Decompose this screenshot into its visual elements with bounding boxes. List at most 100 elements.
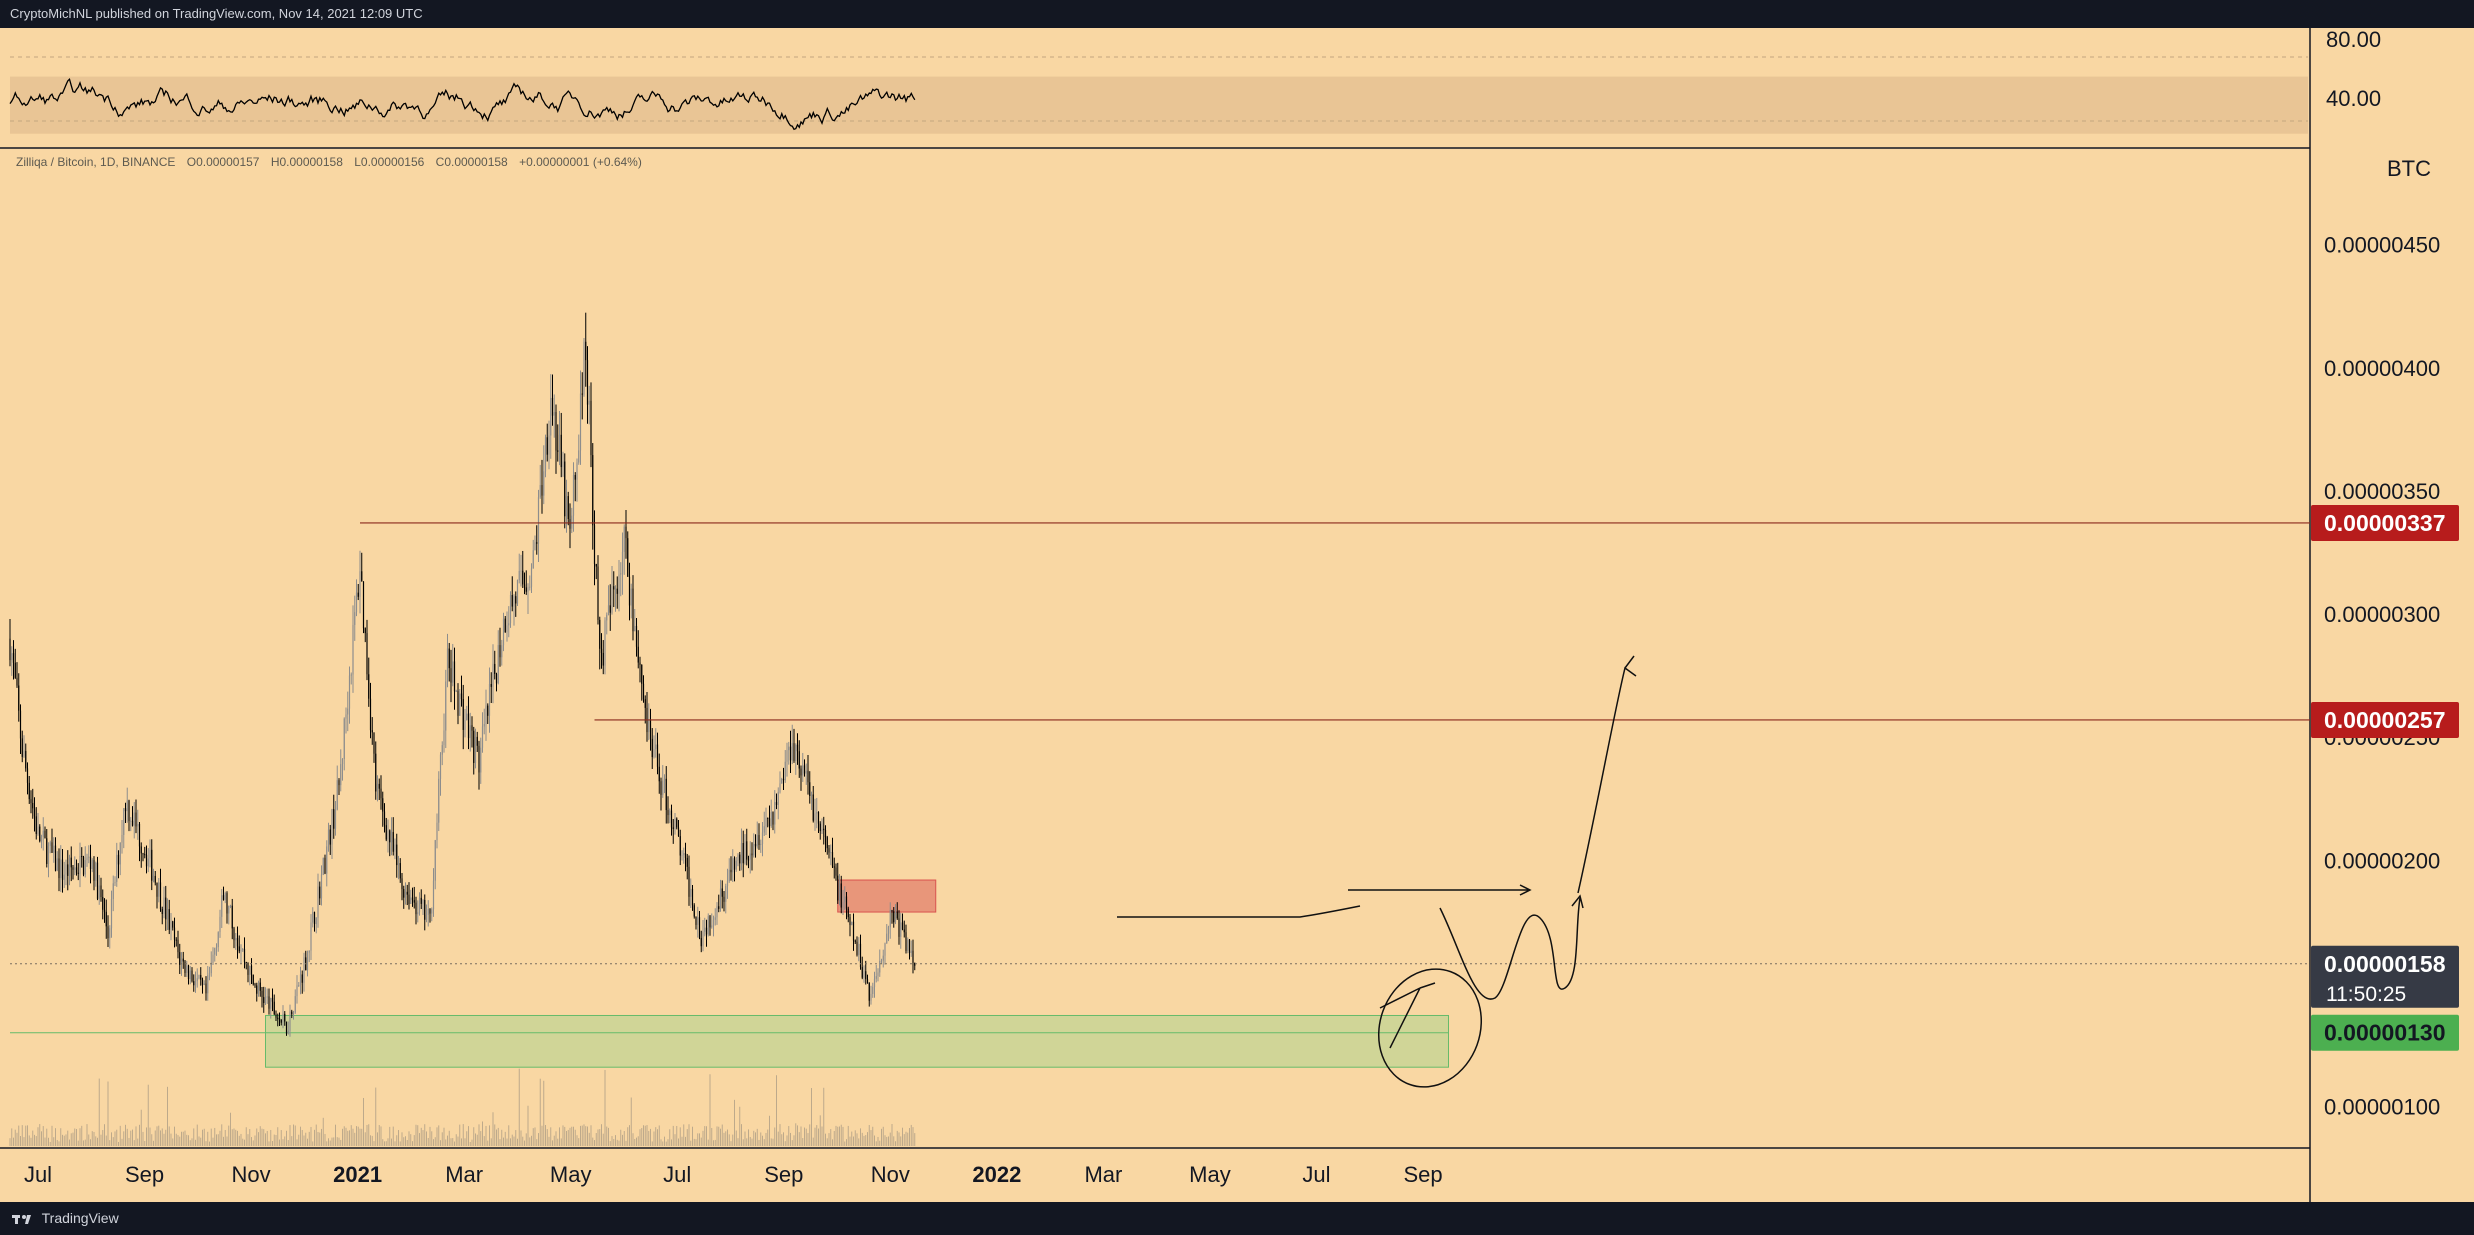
volume-bar (305, 1132, 307, 1146)
candle-body (676, 818, 678, 828)
candle-body (523, 584, 526, 588)
candle-body (851, 921, 853, 925)
volume-bar (727, 1129, 728, 1146)
candle-body (595, 563, 597, 567)
volume-bar (534, 1127, 536, 1146)
candle-body (574, 475, 576, 480)
price-chart[interactable]: 80.00 40.00 Zilliqa / Bitcoin, 1D, BINAN… (0, 28, 2474, 1202)
candle-body (693, 905, 695, 917)
volume-bar (132, 1129, 133, 1146)
volume-bar (349, 1130, 350, 1146)
candle-body (219, 916, 221, 933)
volume-bar (623, 1130, 625, 1146)
circle-drawing (1377, 968, 1483, 1088)
volume-bar (872, 1126, 874, 1146)
candle-body (156, 882, 158, 897)
candle-body (98, 885, 100, 899)
volume-bar (854, 1130, 856, 1146)
volume-bar (700, 1137, 702, 1146)
volume-bar (294, 1125, 296, 1146)
candle-body (849, 917, 851, 925)
candle-body (95, 862, 97, 881)
volume-bar (674, 1134, 676, 1146)
candle-body (182, 958, 184, 962)
candle-body (282, 1013, 284, 1023)
volume-bar (480, 1131, 482, 1146)
volume-bar (496, 1129, 497, 1146)
candle-body (23, 750, 25, 757)
volume-bar (384, 1141, 385, 1146)
price-tick-label: 0.00000350 (2324, 479, 2440, 504)
volume-bar (277, 1127, 279, 1146)
volume-bar (307, 1138, 308, 1146)
price-tag-337-bg (2311, 504, 2459, 541)
candle-body (847, 908, 849, 918)
volume-bar (678, 1138, 679, 1146)
volume-bar (748, 1129, 749, 1146)
volume-bar (756, 1128, 758, 1146)
volume-bar (387, 1138, 389, 1146)
volume-bar (566, 1130, 567, 1146)
candle-body (665, 778, 667, 811)
candle-body (544, 437, 547, 472)
candle-body (410, 897, 412, 904)
candle-body (172, 921, 174, 928)
volume-bar (552, 1140, 553, 1146)
candle-body (151, 849, 153, 881)
volume-bar (335, 1124, 336, 1146)
time-tick-label: May (1189, 1162, 1231, 1187)
volume-bar (265, 1133, 266, 1146)
candle-body (28, 782, 30, 800)
candle-body (742, 843, 744, 864)
volume-bar (333, 1137, 335, 1146)
volume-bar (784, 1141, 786, 1146)
candle-body (205, 983, 207, 994)
candle-body (310, 922, 312, 951)
volume-bar (53, 1137, 55, 1146)
candle-body (506, 625, 508, 633)
candle-body (301, 974, 303, 983)
volume-bar (826, 1138, 828, 1146)
currency-label: BTC (2387, 156, 2431, 181)
volume-bar (627, 1127, 629, 1146)
candle-body (438, 778, 440, 823)
candle-body (315, 917, 317, 925)
candle-body (135, 812, 137, 827)
volume-bar (249, 1129, 251, 1146)
volume-bar (706, 1126, 707, 1146)
candle-body (772, 812, 774, 825)
volume-bar (107, 1081, 109, 1146)
volume-bar (447, 1135, 448, 1146)
candle-body (901, 922, 904, 930)
candle-body (572, 475, 575, 516)
candle-body (152, 875, 155, 881)
candle-body (250, 965, 253, 975)
candle-body (684, 853, 687, 858)
volume-bar (676, 1125, 678, 1146)
candle-body (291, 1011, 293, 1015)
volume-bar (268, 1141, 270, 1146)
volume-bar (429, 1126, 431, 1146)
candle-body (217, 932, 219, 948)
volume-bar (60, 1128, 62, 1146)
volume-bar (770, 1138, 772, 1146)
volume-bar (844, 1141, 846, 1146)
volume-bar (721, 1124, 723, 1146)
volume-bar (562, 1125, 564, 1146)
volume-bar (312, 1141, 314, 1146)
volume-bar (133, 1140, 135, 1146)
candle-body (483, 723, 485, 727)
candle-body (509, 595, 512, 624)
volume-bar (503, 1137, 504, 1146)
candle-body (835, 867, 837, 876)
volume-bar (739, 1106, 741, 1146)
volume-bar (809, 1124, 811, 1146)
volume-bar (205, 1141, 207, 1146)
volume-bar (21, 1125, 23, 1146)
volume-bar (833, 1130, 835, 1146)
volume-bar (569, 1127, 571, 1146)
volume-bar (329, 1140, 331, 1146)
volume-bar (49, 1141, 51, 1146)
volume-bar (690, 1140, 692, 1146)
volume-bar (501, 1129, 503, 1146)
